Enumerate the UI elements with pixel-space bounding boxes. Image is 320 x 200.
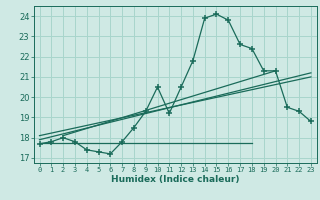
- X-axis label: Humidex (Indice chaleur): Humidex (Indice chaleur): [111, 175, 239, 184]
